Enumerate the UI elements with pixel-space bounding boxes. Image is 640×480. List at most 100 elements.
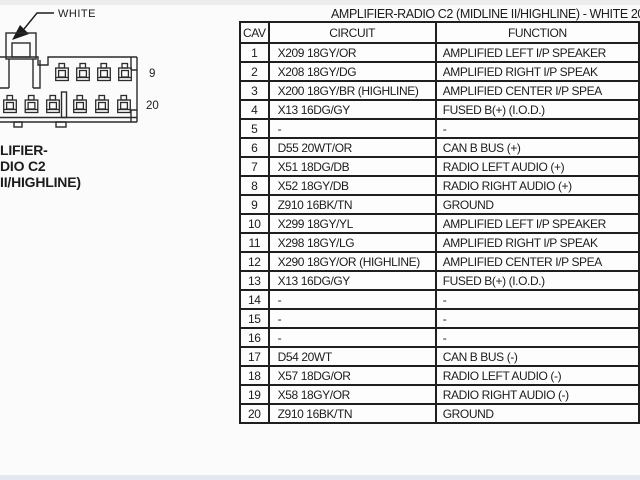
cell-circuit: X57 18DG/OR (267, 365, 437, 386)
cell-function: RADIO RIGHT AUDIO (-) (434, 384, 640, 405)
cell-cav: 19 (239, 384, 270, 405)
table-row: 8 X52 18GY/DB RADIO RIGHT AUDIO (+) (239, 175, 640, 196)
cell-cav: 9 (239, 194, 270, 215)
pin-icon (95, 94, 109, 114)
table-row: 16- - (239, 327, 640, 348)
cell-function: RADIO LEFT AUDIO (-) (434, 365, 640, 386)
cell-function: AMPLIFIED LEFT I/P SPEAKER (434, 42, 640, 63)
header-cav: CAV (239, 21, 270, 44)
cell-cav: 16 (239, 327, 270, 348)
pin-icon (73, 94, 87, 114)
table-row: 18 X57 18DG/OR RADIO LEFT AUDIO (-) (239, 365, 640, 386)
connector-caption: LIFIER- DIO C2 II/HIGHLINE) (0, 142, 81, 190)
pin-icon (3, 94, 17, 114)
cell-function: AMPLIFIED LEFT I/P SPEAKER (434, 213, 640, 234)
top-scan-band (0, 0, 640, 5)
cell-circuit: - (267, 308, 437, 329)
cell-cav: 4 (239, 99, 270, 120)
cell-circuit: X13 16DG/GY (267, 99, 437, 120)
table-row: 19 X58 18GY/OR RADIO RIGHT AUDIO (-) (239, 384, 640, 405)
pin-row-top (55, 62, 132, 82)
cell-circuit: - (267, 327, 437, 348)
table-row: 7 X51 18DG/DB RADIO LEFT AUDIO (+) (239, 156, 640, 177)
cell-circuit: X298 18GY/LG (267, 232, 437, 253)
cell-circuit: X52 18GY/DB (267, 175, 437, 196)
pin-count-9-label: 9 (149, 68, 155, 80)
pinout-table: CAV CIRCUIT FUNCTION 1 X209 18GY/OR AMPLIF… (239, 21, 640, 424)
cell-function: AMPLIFIED RIGHT I/P SPEAK (434, 61, 640, 82)
caption-line-3: II/HIGHLINE) (0, 174, 81, 190)
cell-function: AMPLIFIED CENTER I/P SPEA (434, 251, 640, 272)
table-title: AMPLIFIER-RADIO C2 (MIDLINE II/HIGHLINE)… (331, 7, 640, 21)
cell-circuit: D55 20WT/OR (267, 137, 437, 158)
table-row: 11 X298 18GY/LG AMPLIFIED RIGHT I/P SPEAK (239, 232, 640, 253)
table-row: 20 Z910 16BK/TN GROUND (239, 403, 640, 424)
divider-slot (60, 91, 68, 119)
cell-cav: 17 (239, 346, 270, 367)
cell-function: AMPLIFIED RIGHT I/P SPEAK (434, 232, 640, 253)
cell-function: - (434, 118, 640, 139)
table-row: 6 D55 20WT/OR CAN B BUS (+) (239, 137, 640, 158)
cell-function: GROUND (434, 403, 640, 424)
cell-cav: 12 (239, 251, 270, 272)
cell-function: - (434, 327, 640, 348)
cell-function: - (434, 289, 640, 310)
cell-cav: 10 (239, 213, 270, 234)
cell-circuit: X290 18GY/OR (HIGHLINE) (267, 251, 437, 272)
table-row: 9 Z910 16BK/TN GROUND (239, 194, 640, 215)
pinout-table-body: 1 X209 18GY/OR AMPLIFIED LEFT I/P SPEAKER 2… (239, 42, 640, 424)
cell-function: FUSED B(+) (I.O.D.) (434, 99, 640, 120)
white-label: WHITE (58, 8, 96, 20)
header-function: FUNCTION (434, 21, 640, 44)
cell-circuit: X299 18GY/YL (267, 213, 437, 234)
cell-function: GROUND (434, 194, 640, 215)
cell-cav: 18 (239, 365, 270, 386)
white-arrow (12, 12, 54, 40)
pin-count-20-label: 20 (146, 100, 159, 112)
cell-function: - (434, 308, 640, 329)
pin-icon (46, 94, 60, 114)
pin-icon (97, 62, 111, 82)
pin-icon (117, 94, 131, 114)
table-row: 15- - (239, 308, 640, 329)
table-row: 17 D54 20WT CAN B BUS (-) (239, 346, 640, 367)
cell-cav: 15 (239, 308, 270, 329)
cell-circuit: - (267, 118, 437, 139)
cell-circuit: X51 18DG/DB (267, 156, 437, 177)
table-row: 14- - (239, 289, 640, 310)
table-row: 1 X209 18GY/OR AMPLIFIED LEFT I/P SPEAKER (239, 42, 640, 63)
cell-circuit: D54 20WT (267, 346, 437, 367)
cell-cav: 20 (239, 403, 270, 424)
header-circuit: CIRCUIT (267, 21, 437, 44)
table-row: 5-- (239, 118, 640, 139)
caption-line-1: LIFIER- (0, 142, 48, 158)
cell-cav: 3 (239, 80, 270, 101)
cell-function: CAN B BUS (-) (434, 346, 640, 367)
cell-cav: 13 (239, 270, 270, 291)
cell-circuit: X58 18GY/OR (267, 384, 437, 405)
table-row: 2 X208 18GY/DG AMPLIFIED RIGHT I/P SPEAK (239, 61, 640, 82)
latch-tab (5, 32, 37, 60)
cell-cav: 5 (239, 118, 270, 139)
connector-diagram: WHITE 9 20 (0, 8, 159, 128)
connector-body (0, 32, 138, 128)
cell-function: AMPLIFIED CENTER I/P SPEA (434, 80, 640, 101)
cell-cav: 1 (239, 42, 270, 63)
table-row: 10 X299 18GY/YL AMPLIFIED LEFT I/P SPEAKER (239, 213, 640, 234)
cell-cav: 6 (239, 137, 270, 158)
cell-circuit: X209 18GY/OR (267, 42, 437, 63)
pin-icon (118, 62, 132, 82)
cell-circuit: X13 16DG/GY (267, 270, 437, 291)
cell-circuit: - (267, 289, 437, 310)
table-row: 4 X13 16DG/GY FUSED B(+) (I.O.D.) (239, 99, 640, 120)
pin-icon (55, 62, 69, 82)
cell-circuit: X208 18GY/DG (267, 61, 437, 82)
pinout-table-wrap: CAV CIRCUIT FUNCTION 1 X209 18GY/OR AMPLIF… (239, 21, 640, 424)
cell-function: RADIO LEFT AUDIO (+) (434, 156, 640, 177)
cell-circuit: Z910 16BK/TN (267, 403, 437, 424)
pin-icon (76, 62, 90, 82)
header-row: CAV CIRCUIT FUNCTION (239, 21, 640, 44)
cell-cav: 7 (239, 156, 270, 177)
table-row: 12 X290 18GY/OR (HIGHLINE) AMPLIFIED CENTE… (239, 251, 640, 272)
